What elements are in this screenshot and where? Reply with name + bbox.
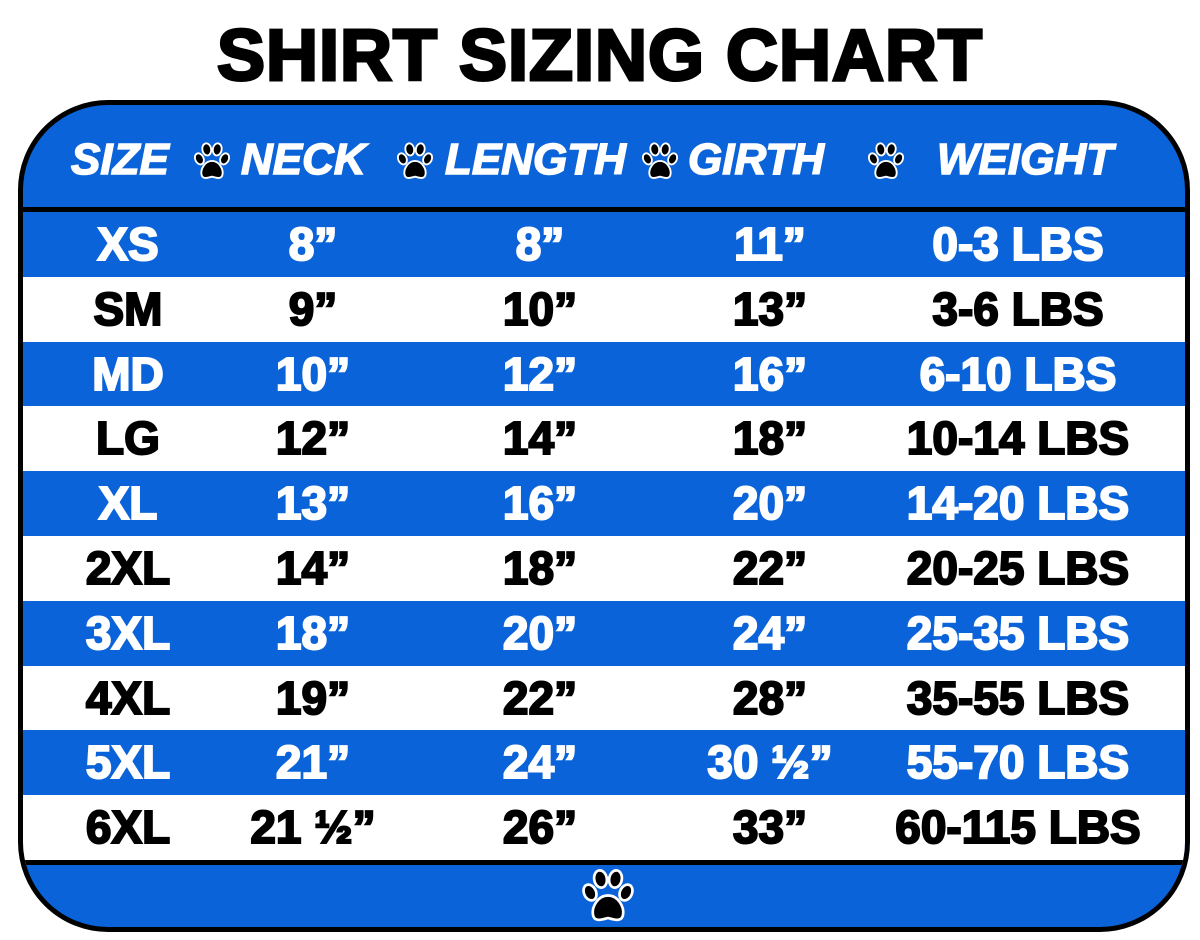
cell-neck: 14” — [275, 541, 351, 595]
cell-neck: 12” — [275, 411, 351, 465]
cell-girth: 11” — [733, 217, 807, 271]
cell-weight: 25-35 LBS — [906, 606, 1130, 660]
table-row: 6XL 21 ½” 26” 33” 60-115 LBS — [23, 795, 1185, 865]
cell-length: 14” — [502, 411, 578, 465]
paw-print-icon — [866, 141, 906, 179]
table-row: 4XL 19” 22” 28” 35-55 LBS — [23, 665, 1185, 731]
paw-print-icon — [192, 141, 232, 179]
cell-length: 18” — [502, 541, 578, 595]
cell-weight: 10-14 LBS — [906, 411, 1130, 465]
cell-size: MD — [91, 347, 165, 401]
column-header-girth: GIRTH — [687, 134, 825, 185]
cell-weight: 3-6 LBS — [931, 282, 1104, 336]
column-header-size: SIZE — [70, 134, 169, 185]
cell-girth: 33” — [732, 800, 808, 854]
cell-girth: 24” — [732, 606, 808, 660]
table-row: LG 12” 14” 18” 10-14 LBS — [23, 406, 1185, 472]
cell-girth: 30 ½” — [706, 735, 833, 789]
cell-weight: 35-55 LBS — [906, 671, 1130, 725]
cell-size: XS — [96, 217, 159, 271]
cell-neck: 21 ½” — [249, 800, 376, 854]
cell-weight: 60-115 LBS — [894, 800, 1141, 854]
table-row: XS 8” 8” 11” 0-3 LBS — [23, 212, 1185, 277]
table-row: 3XL 18” 20” 24” 25-35 LBS — [23, 600, 1185, 666]
cell-size: SM — [93, 282, 164, 336]
column-header-weight: WEIGHT — [936, 134, 1113, 185]
page-title: SHIRT SIZING CHART — [216, 15, 984, 98]
cell-weight: 6-10 LBS — [919, 347, 1118, 401]
cell-weight: 14-20 LBS — [906, 476, 1130, 530]
cell-girth: 22” — [732, 541, 808, 595]
table-row: MD 10” 12” 16” 6-10 LBS — [23, 341, 1185, 407]
cell-neck: 21” — [275, 735, 351, 789]
cell-length: 12” — [502, 347, 578, 401]
table-row: 5XL 21” 24” 30 ½” 55-70 LBS — [23, 730, 1185, 796]
paw-print-icon — [640, 141, 680, 179]
cell-size: 2XL — [85, 541, 171, 595]
column-header-neck: NECK — [240, 134, 366, 185]
cell-length: 8” — [515, 217, 566, 271]
cell-weight: 0-3 LBS — [931, 217, 1104, 271]
cell-size: 4XL — [85, 671, 171, 725]
cell-girth: 13” — [732, 282, 808, 336]
column-header-length: LENGTH — [444, 134, 626, 185]
table-body: XS 8” 8” 11” 0-3 LBS SM 9” 10” 13” 3-6 LBS MD 10” 12… — [23, 212, 1185, 865]
cell-length: 24” — [502, 735, 578, 789]
cell-neck: 10” — [275, 347, 351, 401]
cell-size: 3XL — [85, 606, 171, 660]
cell-neck: 13” — [275, 476, 351, 530]
cell-weight: 20-25 LBS — [906, 541, 1130, 595]
cell-length: 10” — [502, 282, 578, 336]
cell-size: 6XL — [85, 800, 171, 854]
cell-neck: 19” — [275, 671, 351, 725]
table-row: 2XL 14” 18” 22” 20-25 LBS — [23, 535, 1185, 601]
cell-length: 20” — [502, 606, 578, 660]
cell-length: 26” — [502, 800, 578, 854]
table-header: SIZE NECK LENGTH GIRTH WEIGHT — [23, 105, 1185, 212]
cell-length: 22” — [502, 671, 578, 725]
cell-neck: 9” — [288, 282, 339, 336]
cell-girth: 20” — [732, 476, 808, 530]
table-row: SM 9” 10” 13” 3-6 LBS — [23, 276, 1185, 342]
cell-length: 16” — [502, 476, 578, 530]
cell-neck: 8” — [288, 217, 339, 271]
cell-neck: 18” — [275, 606, 351, 660]
cell-weight: 55-70 LBS — [906, 735, 1130, 789]
sizing-table: SIZE NECK LENGTH GIRTH WEIGHT XS 8” 8” 11” 0… — [18, 100, 1190, 932]
cell-girth: 16” — [732, 347, 808, 401]
cell-girth: 18” — [732, 411, 808, 465]
cell-size: XL — [98, 476, 159, 530]
cell-size: 5XL — [85, 735, 171, 789]
paw-print-icon — [395, 141, 435, 179]
paw-print-icon — [579, 867, 637, 922]
cell-size: LG — [95, 411, 161, 465]
table-row: XL 13” 16” 20” 14-20 LBS — [23, 471, 1185, 536]
cell-girth: 28” — [732, 671, 808, 725]
